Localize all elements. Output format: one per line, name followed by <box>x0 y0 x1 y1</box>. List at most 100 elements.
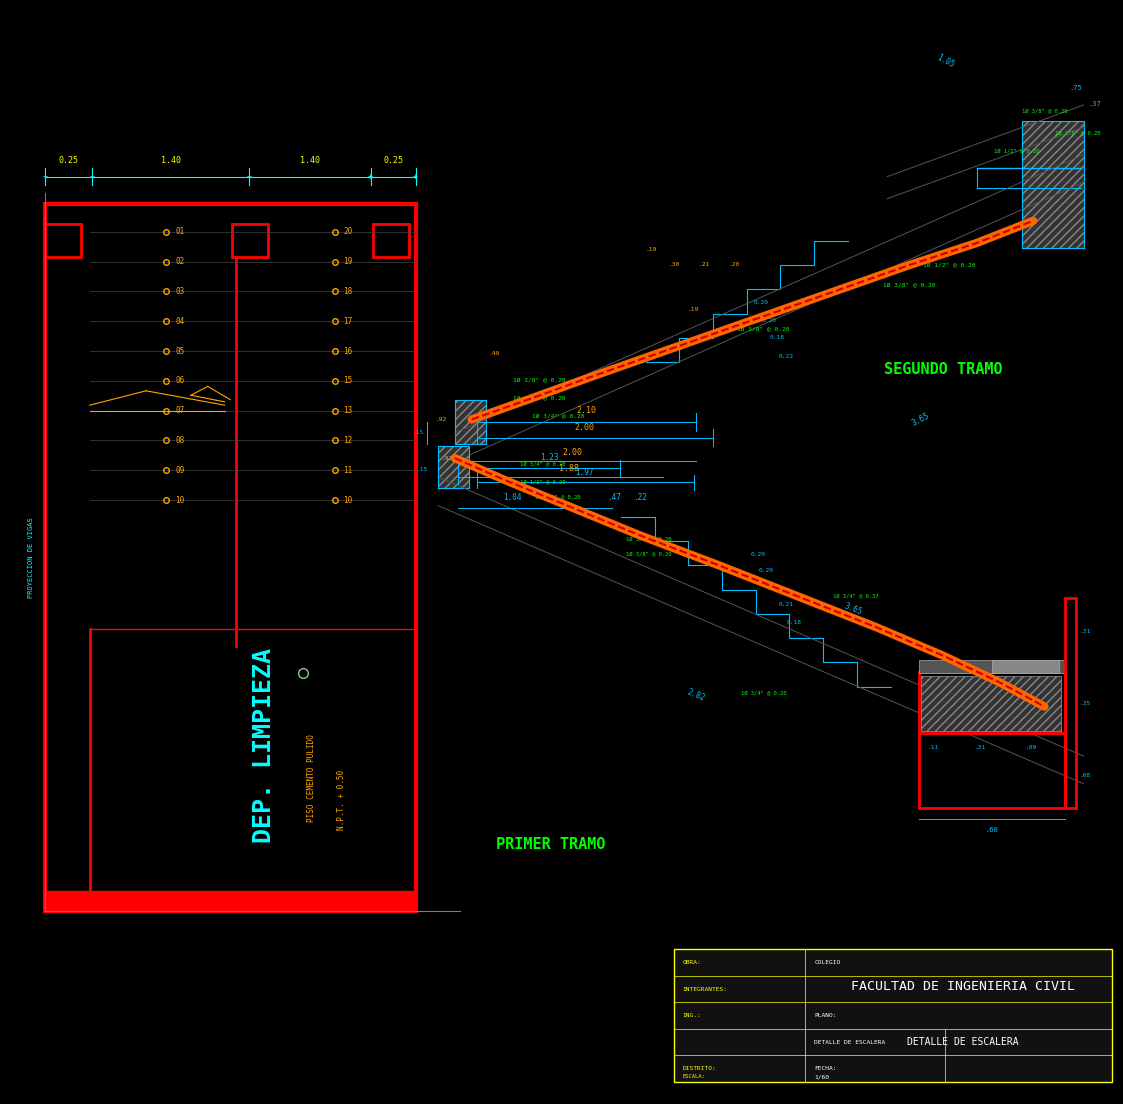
Text: .47: .47 <box>608 493 621 502</box>
Text: 1Ø 3/4" @ 0.20: 1Ø 3/4" @ 0.20 <box>627 537 672 541</box>
Text: +: + <box>90 172 94 181</box>
Text: 2.10: 2.10 <box>576 406 596 415</box>
Text: .75: .75 <box>1069 85 1083 92</box>
Text: 1Ø 3/4" @ 0.20: 1Ø 3/4" @ 0.20 <box>741 691 786 696</box>
Text: 0.20: 0.20 <box>761 318 777 322</box>
Text: PLANO:: PLANO: <box>814 1013 837 1018</box>
Text: 1.40: 1.40 <box>300 156 320 164</box>
Text: 1.05: 1.05 <box>935 52 956 70</box>
Bar <box>919 733 1065 808</box>
Text: 10: 10 <box>175 496 184 505</box>
Text: FACULTAD DE INGENIERIA CIVIL: FACULTAD DE INGENIERIA CIVIL <box>851 980 1075 992</box>
Text: 04: 04 <box>175 317 184 326</box>
Text: .20: .20 <box>729 263 740 267</box>
Text: DETALLE DE ESCALERA: DETALLE DE ESCALERA <box>907 1037 1019 1048</box>
Text: 1.40: 1.40 <box>161 156 181 164</box>
Bar <box>921 676 1061 731</box>
Text: 1Ø 3/8" @ 0.20: 1Ø 3/8" @ 0.20 <box>536 495 581 499</box>
Text: 1Ø 1/2" @ 0.20: 1Ø 1/2" @ 0.20 <box>994 149 1039 153</box>
Text: ESCALA:: ESCALA: <box>683 1074 705 1079</box>
Text: 1Ø 3/4" @ 0.37: 1Ø 3/4" @ 0.37 <box>833 594 878 598</box>
Text: 05: 05 <box>175 347 184 355</box>
Bar <box>674 949 1112 1082</box>
Text: 0.20: 0.20 <box>754 300 769 305</box>
Text: DISTRITO:: DISTRITO: <box>683 1066 716 1071</box>
Text: 0.18: 0.18 <box>769 336 785 340</box>
Text: 19: 19 <box>344 257 353 266</box>
Text: 0.22: 0.22 <box>778 354 794 359</box>
Bar <box>992 660 1059 673</box>
Text: .19: .19 <box>646 247 657 252</box>
Text: .22: .22 <box>633 493 647 502</box>
Text: INTEGRANTES:: INTEGRANTES: <box>683 987 728 991</box>
Text: DEP. LIMPIEZA: DEP. LIMPIEZA <box>252 648 276 842</box>
Text: 0.20: 0.20 <box>750 552 766 556</box>
Text: .37: .37 <box>1088 100 1102 107</box>
Text: 16: 16 <box>344 347 353 355</box>
Bar <box>455 400 486 444</box>
Text: 10: 10 <box>344 496 353 505</box>
Text: 01: 01 <box>175 227 184 236</box>
Text: .19: .19 <box>687 307 699 311</box>
Text: 2.00: 2.00 <box>563 448 583 457</box>
Text: 0.25: 0.25 <box>383 156 403 164</box>
Text: 12: 12 <box>344 436 353 445</box>
Bar <box>45 891 416 911</box>
Text: FECHA:: FECHA: <box>814 1066 837 1071</box>
Text: .15: .15 <box>417 467 428 471</box>
Text: 02: 02 <box>175 257 184 266</box>
Text: .21: .21 <box>699 263 710 267</box>
Text: .92: .92 <box>436 417 447 422</box>
Text: OBRA:: OBRA: <box>683 960 702 965</box>
Text: 1Ø 3/8" @ 0.20: 1Ø 3/8" @ 0.20 <box>513 378 565 382</box>
Bar <box>1022 121 1084 248</box>
Text: 1Ø 3/4" @ 0.20: 1Ø 3/4" @ 0.20 <box>520 461 565 466</box>
Text: 1Ø 1/2" @ 0.20: 1Ø 1/2" @ 0.20 <box>520 479 565 484</box>
Text: .25: .25 <box>1079 701 1090 705</box>
Bar <box>1022 121 1084 248</box>
Text: 1Ø 3/4" @ 0.20: 1Ø 3/4" @ 0.20 <box>532 414 584 418</box>
Text: 1Ø 3/8" @ 0.20: 1Ø 3/8" @ 0.20 <box>1022 108 1067 113</box>
Text: .08: .08 <box>1079 773 1090 777</box>
Text: .15: .15 <box>412 431 423 435</box>
Text: 1.97: 1.97 <box>575 468 593 477</box>
Text: 1/60: 1/60 <box>814 1074 829 1079</box>
Text: .31: .31 <box>1079 629 1090 634</box>
Bar <box>232 224 268 257</box>
Text: 1Ø 3/8" @ 0.20: 1Ø 3/8" @ 0.20 <box>1056 130 1101 135</box>
Text: .92: .92 <box>441 456 453 460</box>
Text: .30: .30 <box>668 263 679 267</box>
Text: +: + <box>43 172 47 181</box>
Text: 0.20: 0.20 <box>758 569 774 573</box>
Text: 18: 18 <box>344 287 353 296</box>
Bar <box>919 660 1065 673</box>
Bar <box>438 446 469 488</box>
Text: 2.00: 2.00 <box>574 423 594 432</box>
Text: .11: .11 <box>928 745 939 750</box>
Bar <box>919 672 1065 733</box>
Text: 11: 11 <box>344 466 353 475</box>
Text: 08: 08 <box>175 436 184 445</box>
Text: ING.:: ING.: <box>683 1013 702 1018</box>
Text: 1Ø 3/8" @ 0.20: 1Ø 3/8" @ 0.20 <box>738 327 789 331</box>
Text: +: + <box>247 172 252 181</box>
Text: 0.18: 0.18 <box>786 620 802 625</box>
Text: .40: .40 <box>489 351 500 355</box>
Text: 20: 20 <box>344 227 353 236</box>
Text: 0.21: 0.21 <box>778 603 794 607</box>
Text: 03: 03 <box>175 287 184 296</box>
Text: 1.88: 1.88 <box>559 464 579 473</box>
Text: 15: 15 <box>344 376 353 385</box>
Text: +: + <box>368 172 373 181</box>
Text: N.P.T. + 0.50: N.P.T. + 0.50 <box>337 771 346 830</box>
Text: 1Ø 3/8" @ 0.20: 1Ø 3/8" @ 0.20 <box>884 283 935 287</box>
Text: PISO CEMENTO PULIDO: PISO CEMENTO PULIDO <box>308 734 317 822</box>
Text: PROYECCION DE VIGAS: PROYECCION DE VIGAS <box>28 517 35 598</box>
Bar <box>373 224 409 257</box>
Text: SEGUNDO TRAMO: SEGUNDO TRAMO <box>884 362 1003 378</box>
Text: 1Ø 1/2" @ 0.20: 1Ø 1/2" @ 0.20 <box>923 263 975 267</box>
Text: 0.20: 0.20 <box>767 586 783 591</box>
Text: .31: .31 <box>975 745 986 750</box>
Text: 07: 07 <box>175 406 184 415</box>
Text: 1.23: 1.23 <box>540 453 558 461</box>
